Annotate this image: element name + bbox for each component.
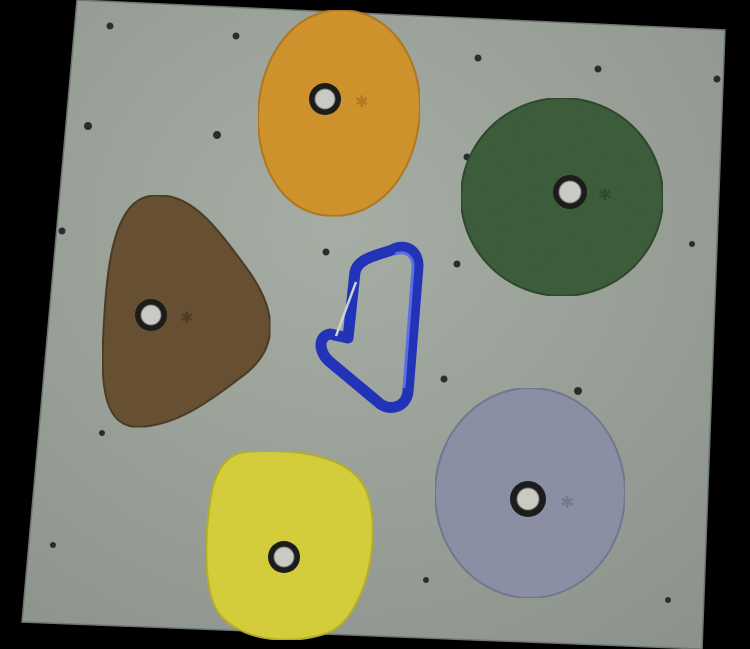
grey-round-hold: ✱ — [434, 387, 626, 599]
bolt-mark: ✱ — [355, 92, 368, 111]
wall-panel-edge — [21, 0, 726, 649]
wall-hole — [232, 32, 240, 40]
wall-hole — [665, 597, 671, 603]
brown-triangle-hold: ✱ — [101, 194, 272, 429]
orange-oval-hold: ✱ — [256, 8, 422, 218]
bolt-head — [273, 546, 295, 568]
wall-hole — [106, 22, 114, 30]
carabiner-highlight — [394, 251, 415, 389]
bolt-head — [516, 487, 540, 511]
wall-hole — [713, 75, 721, 83]
wall-hole — [58, 227, 66, 235]
carabiner — [315, 241, 424, 413]
wall-holes — [50, 22, 721, 603]
brown-hold-body — [101, 194, 272, 429]
carabiner-gate — [334, 281, 358, 337]
wall-hole — [594, 65, 602, 73]
wall-hole — [84, 122, 92, 130]
bolt-head — [140, 304, 162, 326]
wall-hole — [574, 387, 582, 395]
wall-hole — [213, 131, 221, 139]
wall-hole — [474, 54, 482, 62]
wall-hole — [322, 248, 330, 256]
bolt-mark: ✱ — [560, 493, 574, 513]
bolt-head — [314, 88, 336, 110]
bolt-mark: ✱ — [598, 185, 611, 204]
bolt-head — [558, 180, 582, 204]
bolt-mark: ✱ — [180, 308, 193, 327]
wall-hole — [453, 260, 461, 268]
carabiner-body — [315, 241, 424, 413]
wall-hole — [440, 375, 448, 383]
wall-hole — [50, 542, 56, 548]
wall-hole — [689, 241, 695, 247]
wall-hole — [99, 430, 105, 436]
yellow-square-hold — [205, 450, 374, 641]
orange-hold-body — [256, 8, 422, 218]
wall-hole — [423, 577, 429, 583]
green-round-hold: ✱ — [460, 97, 664, 297]
